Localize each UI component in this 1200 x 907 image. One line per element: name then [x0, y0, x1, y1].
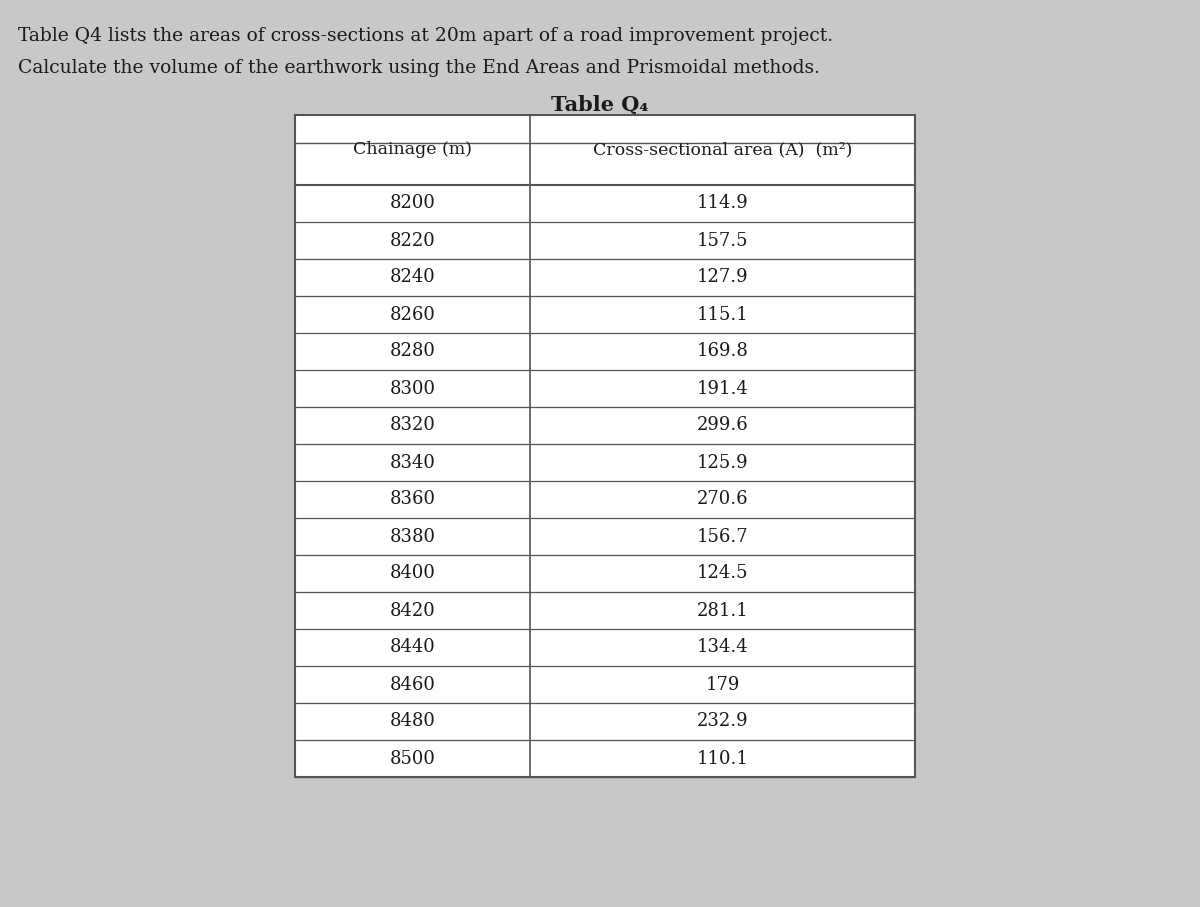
Text: 115.1: 115.1: [697, 306, 749, 324]
Text: 8460: 8460: [390, 676, 436, 694]
Text: Cross-sectional area (A)  (m²): Cross-sectional area (A) (m²): [593, 141, 852, 159]
Text: 8380: 8380: [390, 528, 436, 545]
Text: 8500: 8500: [390, 749, 436, 767]
Text: 191.4: 191.4: [697, 379, 749, 397]
Text: 157.5: 157.5: [697, 231, 749, 249]
Text: 8240: 8240: [390, 268, 436, 287]
Bar: [295, 115, 916, 777]
Text: 179: 179: [706, 676, 739, 694]
Text: 110.1: 110.1: [696, 749, 749, 767]
Text: 114.9: 114.9: [697, 194, 749, 212]
Text: Table Q₄: Table Q₄: [551, 95, 649, 115]
Text: 8200: 8200: [390, 194, 436, 212]
Text: 8220: 8220: [390, 231, 436, 249]
Text: 124.5: 124.5: [697, 564, 749, 582]
Text: 8320: 8320: [390, 416, 436, 434]
Text: 281.1: 281.1: [697, 601, 749, 619]
Text: Calculate the volume of the earthwork using the End Areas and Prismoidal methods: Calculate the volume of the earthwork us…: [18, 59, 820, 77]
Text: 8260: 8260: [390, 306, 436, 324]
Text: 169.8: 169.8: [696, 343, 749, 360]
Text: 8440: 8440: [390, 639, 436, 657]
Text: 127.9: 127.9: [697, 268, 749, 287]
Text: Chainage (m): Chainage (m): [353, 141, 472, 159]
Text: 134.4: 134.4: [697, 639, 749, 657]
Text: 8420: 8420: [390, 601, 436, 619]
Text: 8300: 8300: [390, 379, 436, 397]
Text: 8280: 8280: [390, 343, 436, 360]
Text: 299.6: 299.6: [697, 416, 749, 434]
Text: 232.9: 232.9: [697, 713, 749, 730]
Text: 270.6: 270.6: [697, 491, 749, 509]
Text: 8400: 8400: [390, 564, 436, 582]
Text: 156.7: 156.7: [697, 528, 749, 545]
Text: 8360: 8360: [390, 491, 436, 509]
Bar: [295, 115, 916, 777]
Text: 8340: 8340: [390, 454, 436, 472]
Text: 8480: 8480: [390, 713, 436, 730]
Text: 125.9: 125.9: [697, 454, 749, 472]
Text: Table Q4 lists the areas of cross-sections at 20m apart of a road improvement pr: Table Q4 lists the areas of cross-sectio…: [18, 27, 833, 45]
